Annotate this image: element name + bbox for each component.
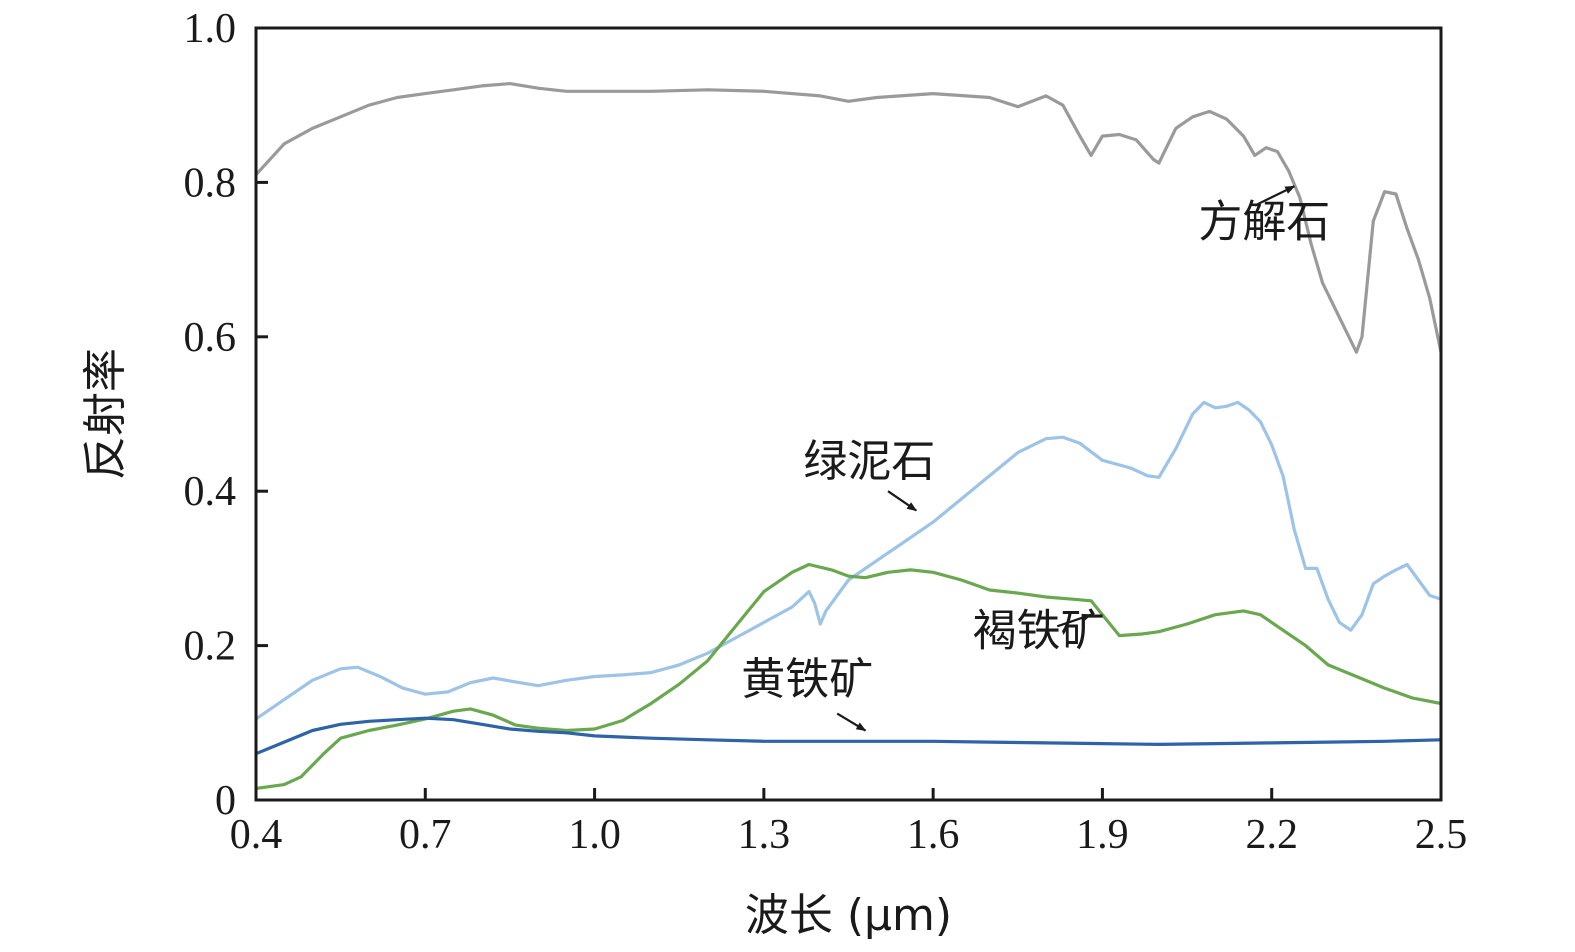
- y-tick-label: 0.8: [184, 160, 237, 206]
- series-pointer-arrow-2: [887, 490, 918, 512]
- x-tick-label: 0.7: [399, 812, 452, 858]
- plot-frame: [254, 26, 1443, 802]
- series-pointer-arrow-1: [1254, 185, 1296, 207]
- x-tick-label: 1.6: [907, 812, 960, 858]
- y-tick-label: 0.2: [184, 624, 237, 670]
- x-tick-label: 1.9: [1076, 812, 1129, 858]
- series-line-1: [254, 82, 1443, 354]
- x-tick-label: 1.3: [738, 812, 791, 858]
- series-label-4: 黄铁矿: [741, 654, 873, 705]
- x-tick-label: 2.2: [1245, 812, 1298, 858]
- y-tick-label: 0.6: [184, 315, 237, 361]
- y-tick-label: 0: [215, 778, 236, 824]
- series-pointer-arrow-3: [1056, 613, 1093, 628]
- x-tick-label: 2.5: [1415, 812, 1468, 858]
- x-tick-label: 1.0: [568, 812, 621, 858]
- y-tick-label: 1.0: [184, 6, 237, 52]
- series-line-3: [254, 562, 1443, 790]
- y-tick-label: 0.4: [184, 469, 237, 515]
- series-layer: [254, 82, 1443, 790]
- tick-layer: 0.4 0.7 1.0 1.3 1.6 1.9 2.2 2.5 0 0.2 0.4 0.6 0.8 1.0: [184, 6, 1468, 858]
- series-label-2: 绿泥石: [803, 436, 935, 487]
- y-axis-title: 反射率: [80, 348, 131, 480]
- series-pointer-arrow-4: [836, 712, 867, 732]
- series-label-1: 方解石: [1198, 196, 1330, 247]
- series-line-2: [254, 400, 1443, 721]
- x-axis-title: 波长 (μm): [745, 890, 952, 941]
- series-line-4: [254, 716, 1443, 756]
- series-label-3: 褐铁矿: [973, 606, 1105, 657]
- x-tick-label: 0.4: [230, 812, 283, 858]
